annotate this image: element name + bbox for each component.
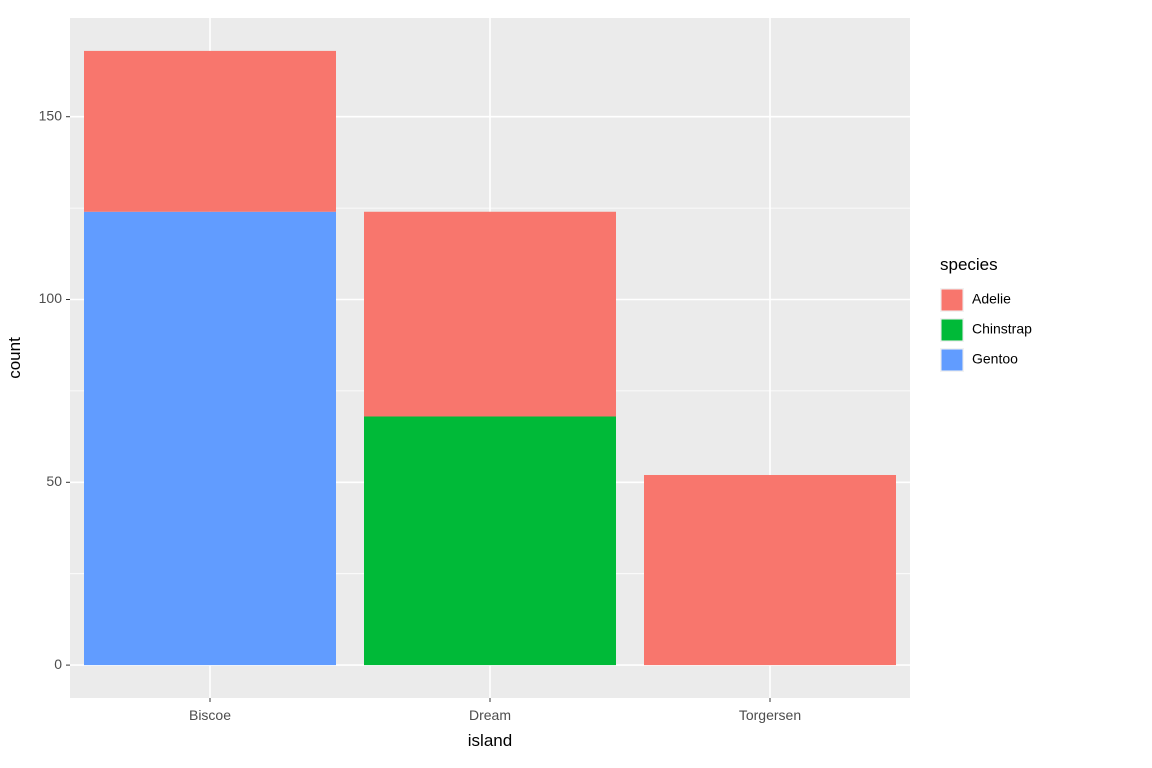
bar-biscoe-adelie — [84, 51, 336, 212]
bar-biscoe-gentoo — [84, 212, 336, 665]
legend-swatch-chinstrap — [942, 320, 963, 341]
bar-dream-chinstrap — [364, 416, 616, 665]
legend-label: Chinstrap — [972, 321, 1032, 337]
legend: species Adelie Chinstrap Gentoo — [940, 255, 1032, 372]
y-tick-label: 50 — [46, 473, 62, 489]
x-axis: Biscoe Dream Torgersen — [189, 698, 801, 723]
y-tick-label: 100 — [39, 290, 63, 306]
x-tick-label: Biscoe — [189, 707, 231, 723]
x-tick-label: Dream — [469, 707, 511, 723]
legend-label: Adelie — [972, 291, 1011, 307]
bar-torgersen-adelie — [644, 475, 896, 665]
legend-swatch-gentoo — [942, 350, 963, 371]
x-tick-label: Torgersen — [739, 707, 801, 723]
y-axis-title: count — [5, 337, 24, 379]
bar-dream-adelie — [364, 212, 616, 417]
y-tick-label: 0 — [54, 656, 62, 672]
legend-swatch-adelie — [942, 290, 963, 311]
y-tick-label: 150 — [39, 107, 63, 123]
x-axis-title: island — [468, 731, 512, 750]
y-axis: 0 50 100 150 — [39, 107, 70, 671]
stacked-bar-chart: 0 50 100 150 count Biscoe Dream Torgersen island… — [0, 0, 1152, 768]
legend-title: species — [940, 255, 998, 274]
legend-label: Gentoo — [972, 351, 1018, 367]
chart-svg: 0 50 100 150 count Biscoe Dream Torgersen island… — [0, 0, 1152, 768]
